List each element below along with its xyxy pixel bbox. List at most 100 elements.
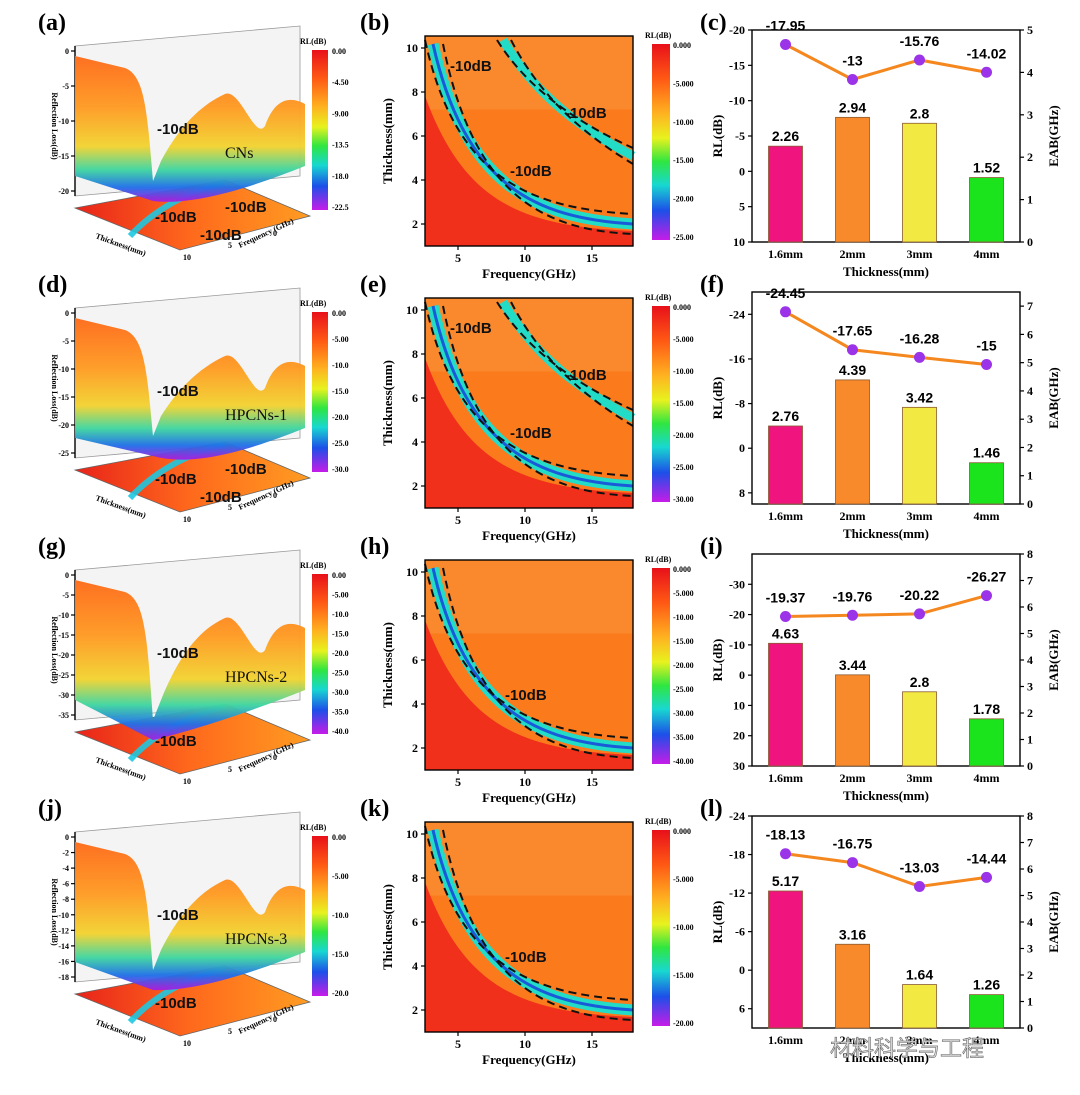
- eab-bar: [768, 642, 803, 767]
- eab-bar-label: 2.26: [772, 128, 799, 144]
- panel-letter: (k): [360, 796, 389, 822]
- panel-letter: (g): [38, 534, 66, 560]
- contour-ytick-label: 6: [412, 653, 418, 667]
- contour-low-region: [425, 620, 633, 770]
- surface-legend-tick: 0.00: [332, 309, 346, 318]
- panel-letter: (j): [38, 796, 62, 822]
- surface-legend-tick: -10.0: [332, 610, 349, 619]
- contour-dashed-line: [442, 567, 634, 759]
- contour-ytick-label: 8: [412, 347, 418, 361]
- rl-surface: [75, 56, 305, 202]
- surface-base-tick: 5: [228, 503, 232, 512]
- rl-tick-label: -30: [729, 577, 745, 591]
- surface-ytick-label: -5: [62, 82, 69, 91]
- eab-bar: [835, 116, 870, 243]
- contour-xtick-label: 10: [519, 513, 531, 527]
- chart-xlabel: Thickness(mm): [843, 788, 929, 803]
- surface-legend-tick: -22.5: [332, 203, 349, 212]
- contour-ylabel: Thickness(mm): [380, 360, 395, 446]
- category-label: 2mm: [840, 1033, 866, 1047]
- eab-bar-label: 2.94: [839, 99, 866, 115]
- surface-ytick-label: -20: [58, 421, 69, 430]
- eab-tick-label: 5: [1027, 356, 1033, 370]
- category-label: 2mm: [840, 771, 866, 785]
- surface-panel: (d) 0 -5 -10 -15 -20 -25 Reflection Loss(dB) -10…: [38, 272, 349, 524]
- eab-bar-label: 4.39: [839, 362, 866, 378]
- rl-point-label: -13: [842, 52, 862, 68]
- surface-ytick-label: -14: [58, 942, 69, 951]
- eab-tick-label: 2: [1027, 706, 1033, 720]
- contour-ytick-label: 8: [412, 609, 418, 623]
- contour-xtick-label: 10: [519, 775, 531, 789]
- rl-point-label: -15: [976, 338, 996, 354]
- eab-tick-label: 2: [1027, 968, 1033, 982]
- chart-xlabel: Thickness(mm): [843, 526, 929, 541]
- category-label: 1.6mm: [768, 771, 803, 785]
- rl-point: [780, 610, 791, 622]
- surface-legend-tick: 0.00: [332, 833, 346, 842]
- eab-bar: [768, 145, 803, 243]
- contour-legend-tick: 0.000: [673, 565, 691, 574]
- contour-ytick-label: 10: [406, 827, 418, 841]
- contour-label: -10dB: [450, 58, 492, 75]
- contour-legend-tick: -5.000: [673, 79, 694, 88]
- contour-label: -10dB: [450, 320, 492, 337]
- eab-tick-label: 2: [1027, 440, 1033, 454]
- chart-y2label: EAB(GHz): [1046, 891, 1061, 952]
- rl-point-label: -18.13: [766, 827, 806, 843]
- rl-tick-label: 10: [733, 235, 745, 249]
- surface-ytick-label: -8: [62, 895, 69, 904]
- eab-tick-label: 3: [1027, 108, 1033, 122]
- surface-legend-tick: -25.0: [332, 669, 349, 678]
- contour-label: -10dB: [565, 367, 607, 384]
- eab-tick-label: 1: [1027, 733, 1033, 747]
- surface-legend-tick: -15.0: [332, 630, 349, 639]
- panel-letter: (i): [700, 534, 723, 560]
- surface-base-tick: 0: [273, 229, 277, 238]
- rl-line: [785, 852, 987, 889]
- surface-legend-tick: -35.0: [332, 708, 349, 717]
- contour-legend-tick: -25.00: [673, 463, 694, 472]
- surface-colorbar: [312, 836, 328, 996]
- contour-ytick-label: 4: [412, 697, 418, 711]
- surface-panel: (j) 0 -2 -4 -6 -8 -10 -12 -14 -16 -18 Reflection Lo…: [38, 796, 349, 1048]
- surface-legend-tick: -5.00: [332, 872, 349, 881]
- contour-legend-tick: -5.000: [673, 335, 694, 344]
- rl-point-label: -20.22: [900, 587, 940, 603]
- rl-tick-label: 30: [733, 759, 745, 773]
- eab-tick-label: 8: [1027, 809, 1033, 823]
- contour-ytick-label: 10: [406, 565, 418, 579]
- surface-legend-tick: -10.0: [332, 911, 349, 920]
- eab-bar: [969, 994, 1004, 1029]
- eab-bar-label: 3.42: [906, 389, 933, 405]
- contour-legend-tick: -30.00: [673, 709, 694, 718]
- eab-bar-label: 1.52: [973, 160, 1000, 176]
- surface-base-tick: 10: [183, 777, 191, 786]
- eab-bar: [835, 379, 870, 505]
- contour-dashed-line: [424, 301, 634, 477]
- contour-colorbar: [652, 568, 670, 764]
- contour-ytick-label: 10: [406, 41, 418, 55]
- surface-ytick-label: -15: [58, 631, 69, 640]
- contour-dashed-line: [424, 39, 634, 215]
- eab-bar-label: 2.8: [910, 105, 930, 121]
- eab-tick-label: 6: [1027, 327, 1033, 341]
- eab-tick-label: 5: [1027, 23, 1033, 37]
- eab-bar: [835, 674, 870, 767]
- bar-line-chart: (c) 2.26 1.6mm 2.94 2mm 2.8 3mm 1.52 4mm -17.95 -1…: [700, 10, 1061, 279]
- rl-point-label: -14.44: [967, 850, 1007, 866]
- rl-point-label: -16.28: [900, 330, 940, 346]
- surface-legend-tick: 0.00: [332, 571, 346, 580]
- rl-tick-label: 20: [733, 729, 745, 743]
- contour-legend-tick: 0.000: [673, 303, 691, 312]
- eab-bar-label: 1.26: [973, 977, 1000, 993]
- surface-ylabel: Reflection Loss(dB): [50, 878, 59, 946]
- contour-xtick-label: 5: [455, 513, 461, 527]
- surface-base-tick: 10: [183, 253, 191, 262]
- surface-base-tick: 5: [228, 765, 232, 774]
- rl-point-label: -13.03: [900, 859, 940, 875]
- category-label: 3mm: [907, 247, 933, 261]
